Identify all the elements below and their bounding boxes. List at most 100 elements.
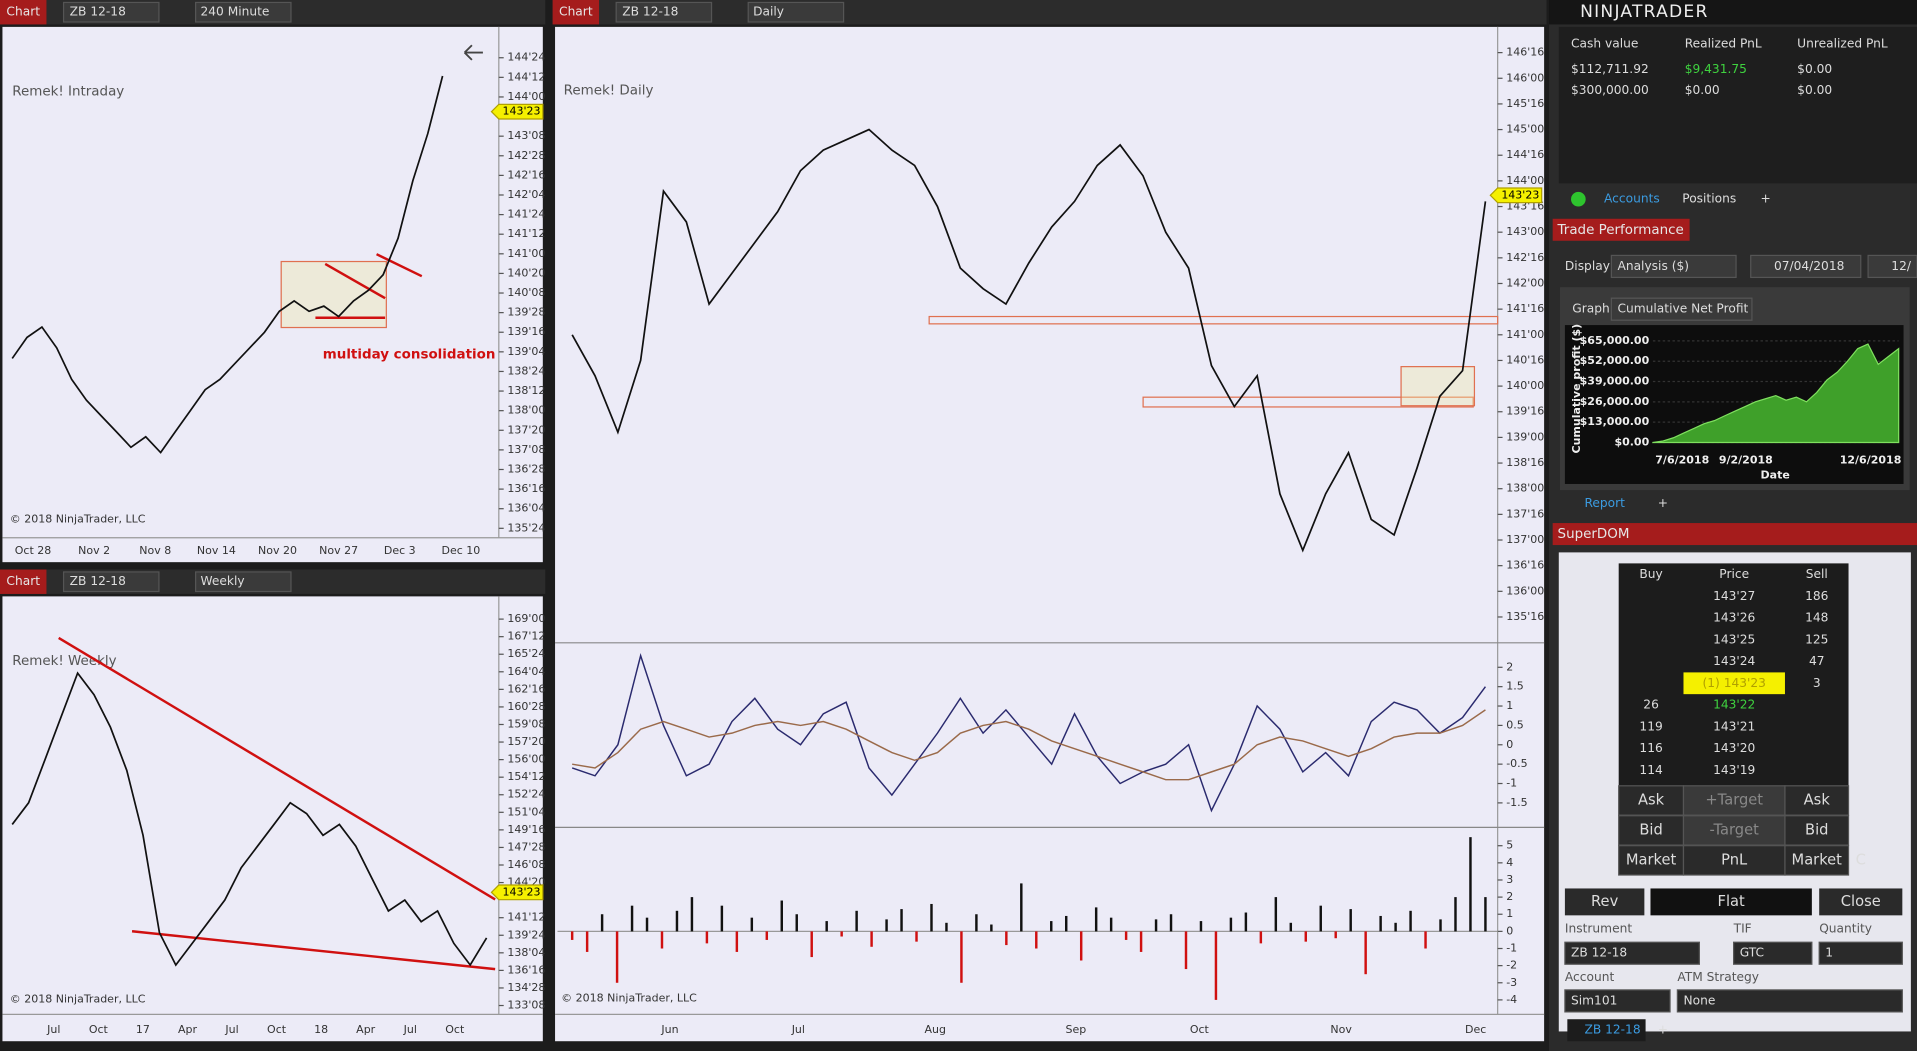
- instrument-select[interactable]: [62, 1, 160, 23]
- y-tick-label: 140'16: [1506, 353, 1544, 366]
- dom-cell[interactable]: 143'20: [1713, 741, 1755, 755]
- dom-button-label[interactable]: Market: [1626, 851, 1677, 868]
- tab[interactable]: +: [1761, 192, 1771, 206]
- dom-cell[interactable]: 47: [1809, 654, 1825, 668]
- dom-button-label[interactable]: PnL: [1721, 851, 1748, 868]
- dom-cell[interactable]: 143'26: [1713, 611, 1755, 625]
- y-tick-label: 137'08: [507, 443, 545, 456]
- dom-cell[interactable]: 3: [1813, 676, 1821, 690]
- chart-tab-label[interactable]: Chart: [6, 574, 40, 588]
- dom-button[interactable]: [1618, 785, 1685, 816]
- y-tick-label: 164'04: [507, 665, 545, 678]
- display-select[interactable]: [1610, 254, 1737, 279]
- dom-button[interactable]: [1784, 845, 1850, 876]
- column-header: Unrealized PnL: [1797, 36, 1888, 50]
- dom-cell[interactable]: 143'21: [1713, 719, 1755, 733]
- order-button[interactable]: [1564, 888, 1645, 916]
- chart-tab-label[interactable]: Chart: [559, 5, 593, 19]
- tab[interactable]: ZB 12-18: [1584, 1023, 1640, 1037]
- field[interactable]: [1564, 989, 1671, 1013]
- date-from-value[interactable]: 07/04/2018: [1774, 259, 1844, 273]
- dom-button-label[interactable]: Market: [1792, 851, 1843, 868]
- dom-button-label[interactable]: Bid: [1805, 821, 1828, 838]
- chart-tab[interactable]: [0, 569, 47, 594]
- field-value[interactable]: Sim101: [1571, 993, 1617, 1007]
- dom-cell[interactable]: (1) 143'23: [1703, 676, 1766, 690]
- bar: [1469, 837, 1472, 932]
- instrument-text[interactable]: ZB 12-18: [70, 5, 126, 19]
- interval-text[interactable]: Daily: [753, 5, 784, 19]
- dom-cell[interactable]: 125: [1805, 632, 1828, 646]
- instrument-text[interactable]: ZB 12-18: [70, 574, 126, 588]
- dom-button-label[interactable]: C: [1856, 851, 1866, 868]
- y-tick-label: 144'00: [1506, 174, 1544, 187]
- dom-cell[interactable]: 143'19: [1713, 763, 1755, 777]
- dom-button-label[interactable]: +Target: [1705, 791, 1763, 808]
- dom-button[interactable]: [1682, 785, 1786, 816]
- instrument-select[interactable]: [615, 1, 713, 23]
- order-button[interactable]: [1650, 888, 1812, 916]
- interval-text[interactable]: Weekly: [201, 574, 245, 588]
- field-value[interactable]: GTC: [1740, 946, 1764, 960]
- dom-button-label[interactable]: Bid: [1639, 821, 1662, 838]
- chart-tab[interactable]: [0, 0, 47, 25]
- interval-select[interactable]: [747, 1, 845, 23]
- field-value[interactable]: ZB 12-18: [1571, 946, 1627, 960]
- field-value[interactable]: 1: [1825, 946, 1833, 960]
- field[interactable]: [1818, 941, 1903, 965]
- date-to[interactable]: [1867, 254, 1917, 279]
- date-from[interactable]: [1750, 254, 1862, 279]
- chart-tab-label[interactable]: Chart: [6, 5, 40, 19]
- back-arrow[interactable]: [463, 44, 483, 61]
- chart-tab[interactable]: [552, 0, 600, 25]
- tab[interactable]: Accounts: [1604, 192, 1660, 206]
- dom-cell[interactable]: 26: [1643, 698, 1659, 712]
- dom-cell[interactable]: 114: [1639, 763, 1663, 777]
- dom-button[interactable]: [1784, 785, 1850, 816]
- tab[interactable]: +: [1658, 496, 1668, 510]
- tab[interactable]: +: [1658, 1023, 1668, 1037]
- field[interactable]: [1564, 941, 1700, 965]
- y-tick-label: 143'08: [507, 129, 545, 142]
- tab[interactable]: Positions: [1682, 192, 1736, 206]
- dom-cell[interactable]: 143'24: [1713, 654, 1755, 668]
- dom-button[interactable]: [1682, 845, 1786, 876]
- graph-value[interactable]: Cumulative Net Profit: [1617, 302, 1748, 316]
- dom-button[interactable]: [1682, 815, 1786, 846]
- dom-button-label[interactable]: -Target: [1710, 821, 1760, 838]
- dom-cell[interactable]: 143'27: [1713, 589, 1755, 603]
- instrument-select[interactable]: [62, 571, 160, 593]
- dom-cell[interactable]: 148: [1805, 611, 1828, 625]
- dom-cell[interactable]: 116: [1639, 741, 1662, 755]
- y-tick-label: 133'08: [507, 999, 545, 1012]
- tab[interactable]: Report: [1584, 496, 1625, 510]
- order-button-label[interactable]: Rev: [1591, 893, 1619, 910]
- order-button[interactable]: [1819, 888, 1903, 916]
- dom-cell[interactable]: 186: [1805, 589, 1828, 603]
- field-value[interactable]: None: [1683, 993, 1715, 1007]
- display-value[interactable]: Analysis ($): [1617, 259, 1689, 273]
- dom-button[interactable]: [1618, 815, 1685, 846]
- date-to-value[interactable]: 12/: [1891, 259, 1912, 273]
- y-tick-label: 138'24: [507, 364, 545, 377]
- dom-cell[interactable]: 143'25: [1713, 632, 1755, 646]
- dom-button[interactable]: [1784, 815, 1850, 846]
- dom-button[interactable]: [1618, 845, 1685, 876]
- y-tick-label: 142'04: [507, 188, 545, 201]
- dom-cell[interactable]: 143'22: [1713, 698, 1755, 712]
- instrument-text[interactable]: ZB 12-18: [622, 5, 678, 19]
- field[interactable]: [1676, 989, 1903, 1013]
- dom-button-label[interactable]: Ask: [1638, 791, 1665, 808]
- interval-select[interactable]: [195, 1, 292, 23]
- interval-text[interactable]: 240 Minute: [201, 5, 270, 19]
- order-button-label[interactable]: Close: [1841, 893, 1881, 910]
- graph-select[interactable]: [1610, 297, 1753, 321]
- order-button-label[interactable]: Flat: [1718, 893, 1745, 910]
- dom-cell[interactable]: 119: [1639, 719, 1662, 733]
- y-tick-label: 141'16: [1506, 302, 1544, 315]
- annotation: multiday consolidation: [323, 347, 496, 362]
- dom-button-label[interactable]: Ask: [1804, 791, 1831, 808]
- chart-area: [2, 596, 543, 1042]
- interval-select[interactable]: [195, 571, 292, 593]
- field[interactable]: [1733, 941, 1813, 965]
